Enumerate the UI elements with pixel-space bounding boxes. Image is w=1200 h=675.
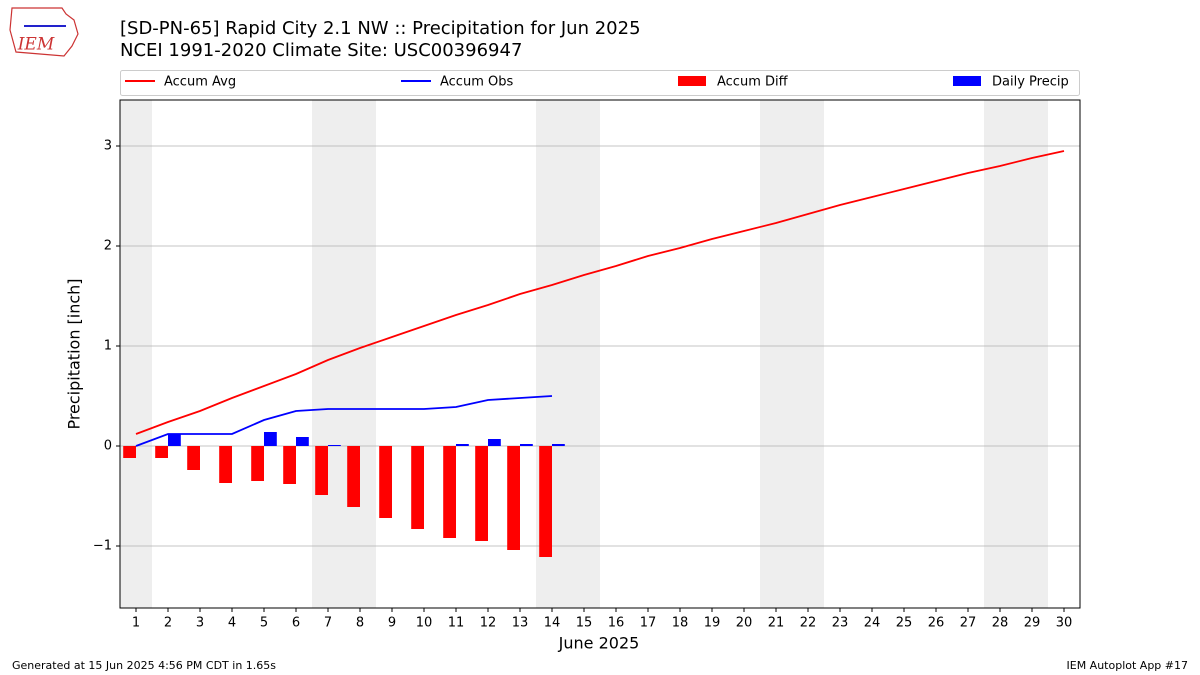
x-tick-label: 10 (416, 616, 433, 631)
y-axis-label: Precipitation [inch] (65, 278, 84, 429)
bar (520, 444, 533, 446)
weekend-shade (984, 100, 1016, 608)
weekend-shade (792, 100, 824, 608)
bar (411, 446, 424, 529)
y-tick-label: 1 (104, 339, 112, 354)
bar (488, 439, 501, 446)
x-tick-label: 7 (324, 616, 332, 631)
bar (251, 446, 264, 481)
x-tick-label: 28 (992, 616, 1009, 631)
x-axis-label: June 2025 (558, 634, 640, 653)
weekend-shade (568, 100, 600, 608)
plot-area (120, 100, 1080, 608)
y-tick-label: 2 (104, 239, 112, 254)
footer-left: Generated at 15 Jun 2025 4:56 PM CDT in … (12, 659, 276, 672)
bar (539, 446, 552, 557)
line (135, 150, 1065, 435)
x-tick-label: 30 (1056, 616, 1073, 631)
bar (296, 437, 309, 446)
weekend-shade (344, 100, 376, 608)
bar (443, 446, 456, 538)
chart-subtitle: NCEI 1991-2020 Climate Site: USC00396947 (120, 40, 522, 61)
y-tick-label: 3 (104, 139, 112, 154)
legend-label: Daily Precip (992, 75, 1069, 90)
x-tick-label: 24 (864, 616, 881, 631)
bar (283, 446, 296, 484)
x-tick-label: 15 (576, 616, 593, 631)
legend-swatch (678, 76, 706, 86)
x-tick-label: 29 (1024, 616, 1041, 631)
x-tick-label: 25 (896, 616, 913, 631)
x-tick-label: 11 (448, 616, 465, 631)
x-tick-label: 23 (832, 616, 849, 631)
x-tick-label: 2 (164, 616, 172, 631)
x-tick-label: 12 (480, 616, 497, 631)
x-tick-label: 16 (608, 616, 625, 631)
weekend-shade (120, 100, 152, 608)
x-tick-label: 19 (704, 616, 721, 631)
bar (552, 444, 565, 446)
x-tick-label: 1 (132, 616, 140, 631)
legend-label: Accum Obs (440, 75, 513, 90)
logo-text: IEM (17, 35, 55, 55)
plot-frame (119, 99, 1081, 609)
legend-label: Accum Avg (164, 75, 236, 90)
bar (347, 446, 360, 507)
chart-title: [SD-PN-65] Rapid City 2.1 NW :: Precipit… (120, 18, 641, 39)
x-tick-label: 3 (196, 616, 204, 631)
legend-swatch (953, 76, 981, 86)
footer-right: IEM Autoplot App #17 (1067, 659, 1189, 672)
x-tick-label: 6 (292, 616, 300, 631)
y-tick-label: 0 (104, 439, 112, 454)
bar (328, 445, 341, 446)
bar (155, 446, 168, 458)
bar (456, 444, 469, 446)
x-tick-label: 27 (960, 616, 977, 631)
bar (219, 446, 232, 483)
bar (475, 446, 488, 541)
x-tick-label: 13 (512, 616, 529, 631)
x-tick-label: 18 (672, 616, 689, 631)
x-tick-label: 21 (768, 616, 785, 631)
bar (379, 446, 392, 518)
bar (507, 446, 520, 550)
x-tick-label: 20 (736, 616, 753, 631)
bar (315, 446, 328, 495)
x-tick-label: 8 (356, 616, 364, 631)
bar (187, 446, 200, 470)
line (135, 395, 553, 447)
y-tick-label: −1 (93, 539, 112, 554)
x-tick-label: 22 (800, 616, 817, 631)
weekend-shade (1016, 100, 1048, 608)
x-tick-label: 4 (228, 616, 236, 631)
bar (264, 432, 277, 446)
legend-box (120, 70, 1080, 96)
x-tick-label: 9 (388, 616, 396, 631)
bar (123, 446, 136, 458)
logo: IEM (9, 7, 79, 57)
x-tick-label: 26 (928, 616, 945, 631)
weekend-shade (312, 100, 344, 608)
logo-outline (9, 7, 79, 57)
weekend-shade (760, 100, 792, 608)
x-tick-label: 14 (544, 616, 561, 631)
x-tick-label: 17 (640, 616, 657, 631)
x-tick-label: 5 (260, 616, 268, 631)
bar (168, 434, 181, 446)
legend-label: Accum Diff (717, 75, 789, 90)
